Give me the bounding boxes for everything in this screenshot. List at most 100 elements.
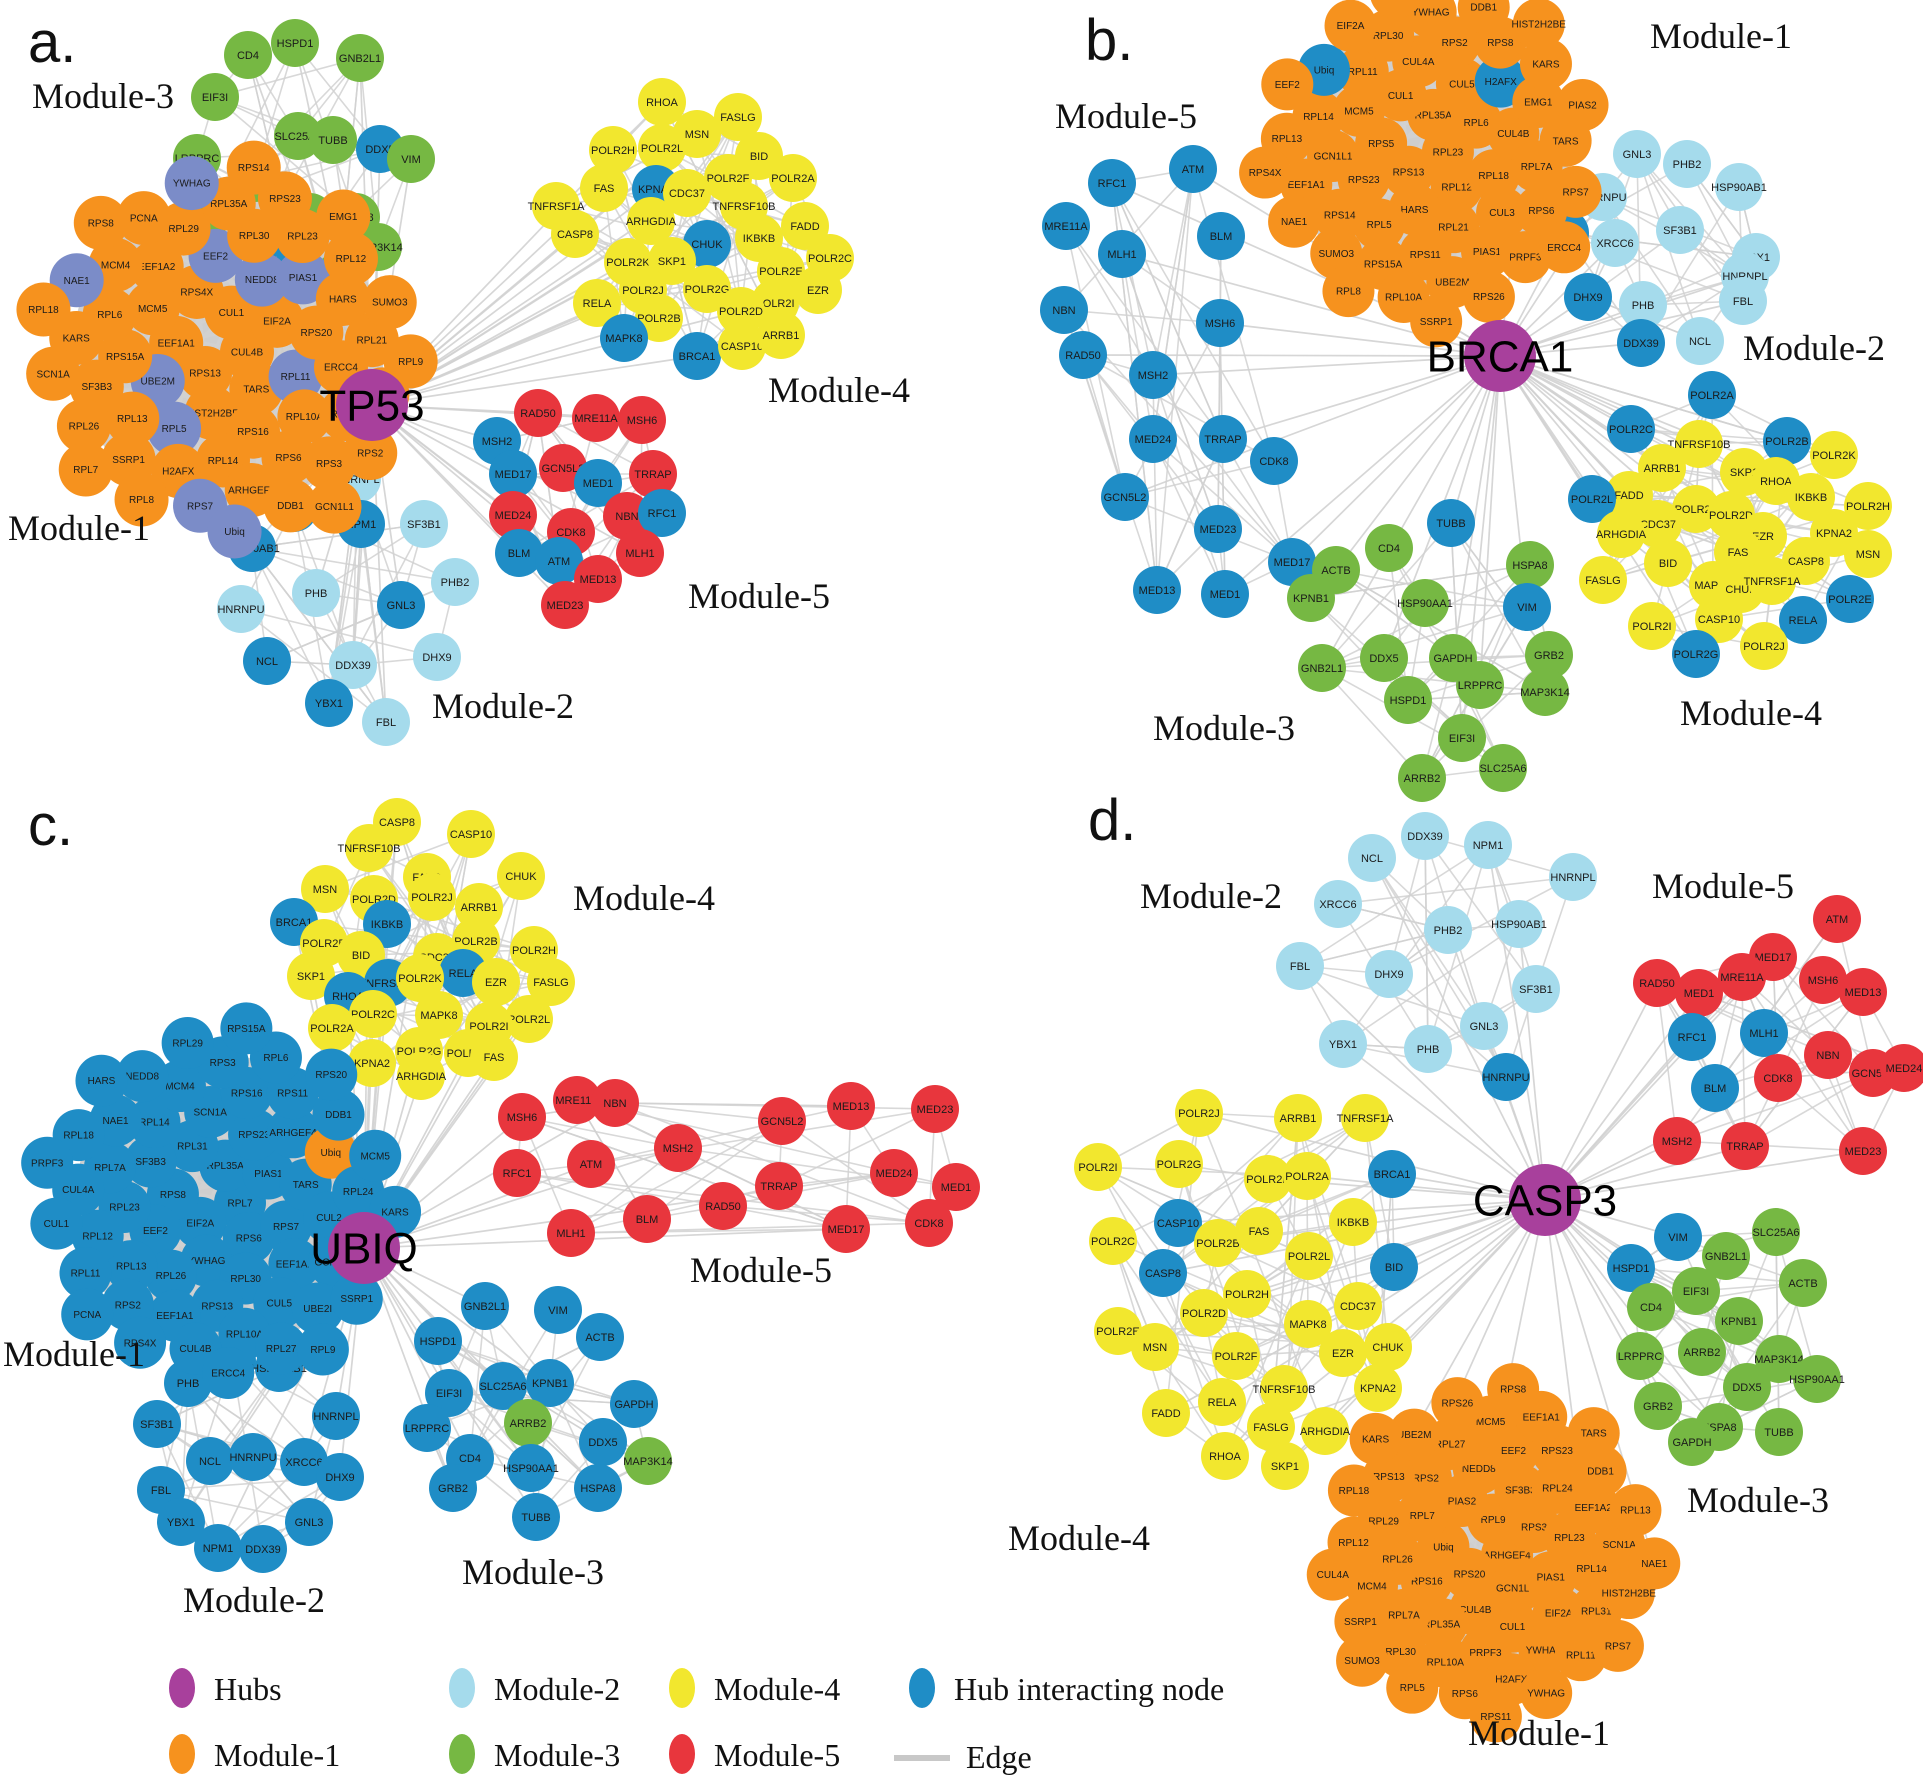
node-RPS8[interactable] bbox=[73, 195, 128, 250]
node-FBL[interactable] bbox=[1719, 277, 1767, 325]
node-RPL18[interactable] bbox=[16, 282, 71, 337]
node-RPS14[interactable] bbox=[1313, 188, 1366, 241]
node-TNFRSF10B[interactable] bbox=[1260, 1365, 1308, 1413]
node-SF3B3[interactable] bbox=[124, 1135, 177, 1188]
node-MSN[interactable] bbox=[1131, 1323, 1179, 1371]
node-POLR2A[interactable] bbox=[308, 1004, 356, 1052]
node-TNFRSF1A[interactable] bbox=[1341, 1094, 1389, 1142]
node-HSPD1[interactable] bbox=[1607, 1244, 1655, 1292]
node-ARRB2[interactable] bbox=[504, 1399, 552, 1447]
node-HNRNPU[interactable] bbox=[217, 585, 265, 633]
node-GCN5L2[interactable] bbox=[1101, 473, 1149, 521]
node-HNRNPU[interactable] bbox=[229, 1433, 277, 1481]
node-GAPDH[interactable] bbox=[610, 1380, 658, 1428]
node-MRE11A[interactable] bbox=[1718, 953, 1766, 1001]
node-KPNB1[interactable] bbox=[1715, 1297, 1763, 1345]
node-RPS6[interactable] bbox=[261, 430, 316, 485]
node-DDX39[interactable] bbox=[329, 641, 377, 689]
node-MLH1[interactable] bbox=[1740, 1009, 1788, 1057]
node-NEDD8[interactable] bbox=[116, 1050, 169, 1103]
node-EIF3I[interactable] bbox=[1438, 714, 1486, 762]
node-TUBB[interactable] bbox=[309, 116, 357, 164]
node-MED17[interactable] bbox=[822, 1205, 870, 1253]
node-RAD50[interactable] bbox=[514, 389, 562, 437]
node-NAE1[interactable] bbox=[1628, 1537, 1681, 1590]
node-MED1[interactable] bbox=[1675, 969, 1723, 1017]
node-RPL5[interactable] bbox=[147, 401, 202, 456]
node-RPS7[interactable] bbox=[1591, 1619, 1644, 1672]
node-EZR[interactable] bbox=[1319, 1329, 1367, 1377]
node-CD4[interactable] bbox=[1365, 524, 1413, 572]
node-MED13[interactable] bbox=[1133, 566, 1181, 614]
node-ARHGDIA[interactable] bbox=[397, 1052, 445, 1100]
node-RPL7[interactable] bbox=[1396, 1489, 1449, 1542]
node-RPL9[interactable] bbox=[383, 334, 438, 389]
node-HSP90AA1[interactable] bbox=[1401, 579, 1449, 627]
node-DDB1[interactable] bbox=[312, 1088, 365, 1141]
node-IKBKB[interactable] bbox=[1787, 473, 1835, 521]
node-PCNA[interactable] bbox=[61, 1288, 114, 1341]
node-UBE2M[interactable] bbox=[1388, 1408, 1441, 1461]
node-POLR2J[interactable] bbox=[408, 873, 456, 921]
node-MRE11A[interactable] bbox=[572, 394, 620, 442]
node-PHB[interactable] bbox=[292, 569, 340, 617]
node-MED24[interactable] bbox=[870, 1149, 918, 1197]
node-POLR2H[interactable] bbox=[589, 126, 637, 174]
node-SF3B1[interactable] bbox=[1512, 965, 1560, 1013]
node-CDK8[interactable] bbox=[1250, 437, 1298, 485]
node-POLR2H[interactable] bbox=[1223, 1270, 1271, 1318]
node-SLC25A6[interactable] bbox=[274, 112, 322, 160]
node-DDX39[interactable] bbox=[1401, 812, 1449, 860]
node-MSH2[interactable] bbox=[1653, 1117, 1701, 1165]
node-MAP3K14[interactable] bbox=[1521, 668, 1569, 716]
node-POLR2B[interactable] bbox=[1194, 1219, 1242, 1267]
node-FASLG[interactable] bbox=[527, 958, 575, 1006]
node-POLR2G[interactable] bbox=[1155, 1140, 1203, 1188]
node-CDK8[interactable] bbox=[1754, 1054, 1802, 1102]
node-GNL3[interactable] bbox=[1460, 1002, 1508, 1050]
node-MAPK8[interactable] bbox=[600, 314, 648, 362]
node-HARS[interactable] bbox=[315, 271, 370, 326]
node-RPL12[interactable] bbox=[323, 231, 378, 286]
node-MED17[interactable] bbox=[1268, 538, 1316, 586]
node-FAS[interactable] bbox=[1714, 528, 1762, 576]
node-DDB1[interactable] bbox=[1457, 0, 1510, 34]
node-MED1[interactable] bbox=[574, 459, 622, 507]
node-POLR2K[interactable] bbox=[396, 954, 444, 1002]
node-RPS7[interactable] bbox=[1549, 165, 1602, 218]
node-YWHAG[interactable] bbox=[1404, 0, 1457, 39]
node-CUL1[interactable] bbox=[30, 1197, 83, 1250]
node-GAPDH[interactable] bbox=[1668, 1418, 1716, 1466]
node-TNFRSF1A[interactable] bbox=[1748, 557, 1796, 605]
node-MSH6[interactable] bbox=[498, 1093, 546, 1141]
node-RPL26[interactable] bbox=[144, 1249, 197, 1302]
node-POLR2H[interactable] bbox=[1844, 482, 1892, 530]
node-RPS8[interactable] bbox=[1487, 1363, 1540, 1416]
node-PHB[interactable] bbox=[1404, 1025, 1452, 1073]
node-BLM[interactable] bbox=[1197, 212, 1245, 260]
node-MSH2[interactable] bbox=[1129, 351, 1177, 399]
node-ARRB2[interactable] bbox=[1398, 754, 1446, 802]
node-POLR2L[interactable] bbox=[638, 124, 686, 172]
node-DDX5[interactable] bbox=[1360, 634, 1408, 682]
node-EIF3I[interactable] bbox=[425, 1369, 473, 1417]
node-SF3B1[interactable] bbox=[133, 1400, 181, 1448]
node-DHX9[interactable] bbox=[316, 1453, 364, 1501]
node-FBL[interactable] bbox=[1276, 942, 1324, 990]
node-DHX9[interactable] bbox=[1564, 273, 1612, 321]
node-EMG1[interactable] bbox=[316, 189, 371, 244]
node-RPL13[interactable] bbox=[105, 391, 160, 446]
node-TRRAP[interactable] bbox=[1199, 415, 1247, 463]
node-EZR[interactable] bbox=[472, 958, 520, 1006]
node-ARHGDIA[interactable] bbox=[1301, 1407, 1349, 1455]
node-CDC37[interactable] bbox=[663, 169, 711, 217]
node-MSH6[interactable] bbox=[618, 396, 666, 444]
node-CASP10[interactable] bbox=[447, 810, 495, 858]
node-BID[interactable] bbox=[1644, 539, 1692, 587]
node-LRPPRC[interactable] bbox=[1616, 1332, 1664, 1380]
node-RPL7[interactable] bbox=[58, 442, 113, 497]
node-HNRNPU[interactable] bbox=[1482, 1053, 1530, 1101]
node-XRCC6[interactable] bbox=[1314, 880, 1362, 928]
node-RPS23[interactable] bbox=[228, 1108, 281, 1161]
node-HSP90AA1[interactable] bbox=[507, 1444, 555, 1492]
